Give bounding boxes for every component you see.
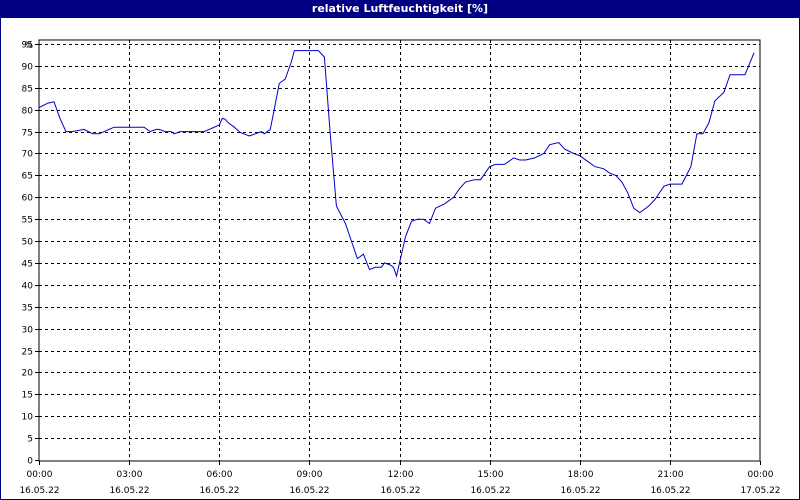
x-tick-date-label: 16.05.22 <box>199 486 239 496</box>
y-tick-label: 70 <box>22 150 34 160</box>
y-tick-label: 40 <box>22 282 34 292</box>
humidity-series <box>38 50 755 278</box>
x-tick-time-label: 00:00 <box>27 470 53 480</box>
y-tick-label: 10 <box>22 413 34 423</box>
plot-area <box>38 39 761 462</box>
x-tick-time-label: 06:00 <box>207 470 233 480</box>
x-tick-date-label: 16.05.22 <box>19 486 59 496</box>
x-tick-date-label: 16.05.22 <box>470 486 510 496</box>
y-tick-label: 35 <box>22 304 33 314</box>
humidity-line <box>38 50 755 278</box>
x-tick-date-label: 16.05.22 <box>650 486 690 496</box>
y-tick-label: 0 <box>27 457 33 467</box>
x-tick-date-label: 16.05.22 <box>560 486 600 496</box>
y-axis-unit-label: % <box>24 41 33 51</box>
y-tick-label: 75 <box>22 129 33 139</box>
x-tick-time-label: 00:00 <box>748 470 774 480</box>
y-axis-ticks: 0 5 10 15 20 25 30 35 40 45 50 55 60 65 70 75 80 85 90 95 <box>22 41 39 467</box>
y-tick-label: 90 <box>22 63 34 73</box>
y-tick-label: 25 <box>22 348 33 358</box>
x-tick-time-label: 03:00 <box>117 470 143 480</box>
y-tick-label: 15 <box>22 391 33 401</box>
y-tick-label: 65 <box>22 172 33 182</box>
y-tick-label: 85 <box>22 85 33 95</box>
x-tick-time-label: 12:00 <box>388 470 414 480</box>
x-tick-time-label: 18:00 <box>568 470 594 480</box>
y-tick-label: 30 <box>22 326 34 336</box>
x-tick-date-label: 16.05.22 <box>289 486 329 496</box>
y-tick-label: 50 <box>22 238 34 248</box>
x-tick-time-label: 09:00 <box>297 470 323 480</box>
x-tick-time-label: 21:00 <box>658 470 684 480</box>
y-tick-label: 95 <box>22 41 33 51</box>
x-tick-date-label: 16.05.22 <box>380 486 420 496</box>
x-axis-ticks: 00:00 16.05.22 03:00 16.05.22 06:00 16.05.22 0… <box>19 461 781 496</box>
y-tick-label: 80 <box>22 107 34 117</box>
y-tick-label: 5 <box>27 435 33 445</box>
x-tick-date-label: 16.05.22 <box>109 486 149 496</box>
y-tick-label: 45 <box>22 260 33 270</box>
grid-lines <box>39 40 760 461</box>
x-tick-time-label: 15:00 <box>478 470 504 480</box>
y-tick-label: 20 <box>22 369 34 379</box>
y-tick-label: 55 <box>22 216 33 226</box>
chart-title: relative Luftfeuchtigkeit [%] <box>0 0 800 18</box>
y-tick-label: 60 <box>22 194 34 204</box>
x-tick-date-label: 17.05.22 <box>740 486 780 496</box>
